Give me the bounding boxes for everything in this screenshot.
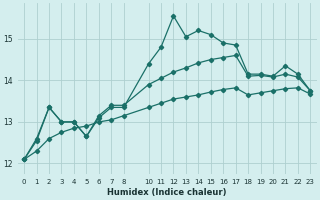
X-axis label: Humidex (Indice chaleur): Humidex (Indice chaleur) — [108, 188, 227, 197]
